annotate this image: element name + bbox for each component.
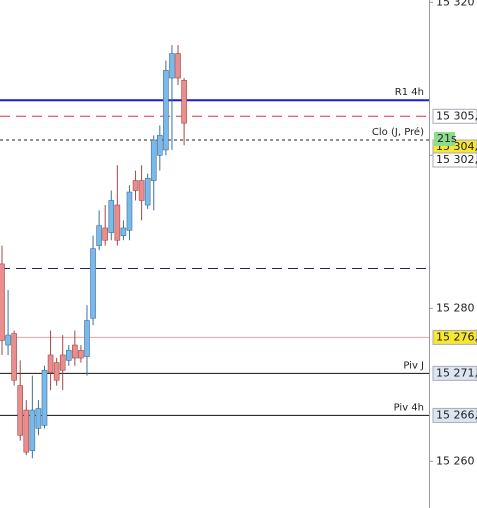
candle-body (90, 248, 96, 319)
candle-body (41, 369, 48, 426)
value-box (432, 365, 477, 381)
candle-body (163, 70, 169, 151)
value-label: 15 266,0 (436, 408, 477, 421)
candle-body (35, 408, 42, 429)
candle-body (17, 385, 24, 436)
value-box (432, 329, 477, 345)
candle-body (47, 354, 54, 373)
value-label: 15 271,5 (436, 366, 477, 379)
candle-body (144, 177, 151, 206)
countdown-box (434, 132, 455, 146)
level-name: Clo (J, Pré) (372, 126, 424, 138)
candle-body (72, 344, 78, 359)
candle-body (65, 350, 72, 361)
level-name: Piv J (403, 360, 424, 371)
y-tick-label: 15 260 (436, 454, 475, 467)
value-box (432, 152, 477, 168)
countdown: 21s (437, 132, 457, 145)
candle-body (150, 139, 157, 181)
candle-body (114, 204, 121, 241)
value-box (432, 108, 477, 124)
value-label: 15 302,0 (436, 153, 477, 166)
level-name: Piv 4h (394, 402, 424, 413)
y-tick-label: 15 320 (436, 0, 475, 8)
candle-body (132, 180, 139, 191)
candle-body (53, 362, 60, 381)
candle-body (59, 354, 66, 371)
candle-body (78, 350, 84, 359)
candle-body (138, 180, 145, 201)
candle-body (108, 200, 115, 233)
plot-area (0, 0, 429, 508)
candle-body (29, 409, 36, 451)
candle-body (23, 409, 30, 453)
candle-body (157, 135, 163, 156)
candle-body (5, 334, 11, 346)
candle-body (96, 225, 102, 246)
candle-body (175, 53, 181, 79)
candle-body (84, 320, 90, 357)
candle-body (0, 263, 5, 341)
y-tick-label: 15 280 (436, 301, 475, 314)
candle-body (181, 80, 187, 124)
value-label: 15 276,2 (436, 330, 477, 343)
level-name: R1 4h (395, 87, 424, 98)
candle-body (126, 191, 133, 231)
candle-body (11, 333, 17, 381)
candle-body (102, 227, 108, 241)
candle-body (169, 53, 175, 79)
value-label: 15 305,1 (436, 109, 477, 122)
value-box (432, 407, 477, 423)
candle-body (120, 227, 127, 236)
